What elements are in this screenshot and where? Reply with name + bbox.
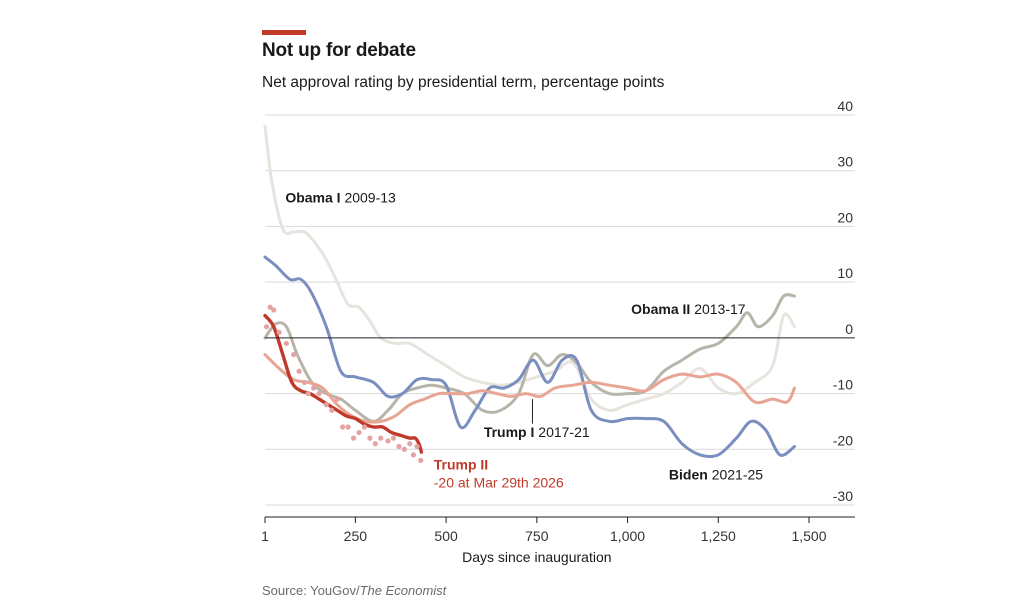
label-biden-years: 2021-25 bbox=[712, 466, 764, 482]
label-trump-ii-note: -20 at Mar 29th 2026 bbox=[434, 475, 564, 491]
poll-dot bbox=[263, 324, 270, 330]
label-obama-i: Obama I 2009-13 bbox=[285, 189, 396, 205]
y-tick-label-0: 0 bbox=[845, 321, 853, 337]
accent-bar bbox=[262, 30, 306, 35]
poll-dot bbox=[378, 435, 384, 441]
trump-ii-poll-dots bbox=[263, 304, 424, 464]
source-prefix: Source: YouGov/ bbox=[262, 583, 360, 598]
series-lines bbox=[263, 124, 796, 459]
series-labels: Obama I 2009-13 Obama II 2013-17 Trump I 2… bbox=[285, 189, 763, 490]
label-trump-i-years: 2017-21 bbox=[538, 424, 590, 440]
poll-dot bbox=[390, 435, 397, 441]
poll-dot bbox=[396, 443, 402, 450]
chart-subtitle: Net approval rating by presidential term… bbox=[262, 74, 665, 91]
poll-dot bbox=[271, 307, 277, 313]
y-axis-labels: 40 30 20 10 0 -10 -20 -30 bbox=[833, 98, 853, 504]
label-trump-i-name: Trump I bbox=[484, 424, 538, 440]
poll-dot bbox=[350, 435, 357, 441]
y-tick-label-10: 10 bbox=[837, 265, 853, 281]
poll-dot bbox=[345, 424, 351, 430]
x-tick-label-750: 750 bbox=[525, 528, 549, 544]
poll-dot bbox=[323, 402, 329, 408]
series-line-trump-i bbox=[263, 353, 796, 424]
poll-dot bbox=[276, 329, 282, 335]
y-tick-label-30: 30 bbox=[837, 154, 853, 170]
label-trump-i: Trump I 2017-21 bbox=[484, 424, 590, 440]
label-biden: Biden 2021-25 bbox=[669, 466, 763, 482]
poll-dot bbox=[367, 435, 373, 441]
y-tick-label-40: 40 bbox=[837, 98, 853, 114]
source-publication: The Economist bbox=[359, 583, 447, 598]
poll-dot bbox=[334, 396, 340, 402]
x-tick-label-1500: 1,500 bbox=[791, 528, 826, 544]
x-tick-label-1: 1 bbox=[261, 528, 269, 544]
poll-dot bbox=[356, 429, 362, 436]
label-trump-ii: Trump II bbox=[434, 456, 488, 472]
label-obama-ii: Obama II 2013-17 bbox=[631, 301, 746, 317]
poll-dot bbox=[385, 438, 391, 444]
y-tick-label--20: -20 bbox=[833, 432, 853, 448]
x-tick-label-1250: 1,250 bbox=[701, 528, 736, 544]
poll-dot bbox=[291, 351, 297, 358]
y-tick-label-20: 20 bbox=[837, 209, 853, 225]
poll-dot bbox=[410, 452, 417, 458]
poll-dot bbox=[407, 441, 413, 447]
poll-dot bbox=[329, 407, 335, 413]
poll-dot bbox=[296, 368, 302, 374]
y-tick-label--10: -10 bbox=[833, 377, 853, 393]
label-biden-name: Biden bbox=[669, 466, 712, 482]
series-line-biden bbox=[263, 255, 796, 459]
poll-dot bbox=[311, 385, 317, 391]
poll-dot bbox=[340, 424, 346, 430]
poll-dot bbox=[401, 446, 407, 452]
poll-dot bbox=[301, 379, 308, 386]
chart-title: Not up for debate bbox=[262, 40, 416, 61]
grid-lines bbox=[265, 114, 855, 506]
poll-dot bbox=[418, 457, 424, 464]
series-line-trump-ii bbox=[263, 313, 424, 454]
x-tick-label-250: 250 bbox=[344, 528, 368, 544]
poll-dot bbox=[414, 443, 420, 450]
source-note: Source: YouGov/The Economist bbox=[262, 583, 446, 598]
series-line-obama-i bbox=[263, 124, 796, 412]
y-tick-label--30: -30 bbox=[833, 488, 853, 504]
poll-dot bbox=[316, 390, 322, 397]
poll-dot bbox=[267, 304, 273, 310]
poll-dot bbox=[283, 340, 290, 347]
x-tick-label-1000: 1,000 bbox=[610, 528, 645, 544]
label-obama-ii-name: Obama II bbox=[631, 301, 694, 317]
x-axis: 1 250 500 750 1,000 1,250 1,500 Days since inau… bbox=[261, 516, 855, 565]
poll-dot bbox=[305, 390, 311, 397]
label-obama-i-name: Obama I bbox=[285, 189, 344, 205]
label-obama-ii-years: 2013-17 bbox=[694, 301, 746, 317]
label-obama-i-years: 2009-13 bbox=[344, 189, 396, 205]
poll-dot bbox=[361, 424, 368, 430]
poll-dot bbox=[372, 441, 378, 447]
x-tick-label-500: 500 bbox=[434, 528, 458, 544]
x-axis-title: Days since inauguration bbox=[462, 549, 611, 565]
